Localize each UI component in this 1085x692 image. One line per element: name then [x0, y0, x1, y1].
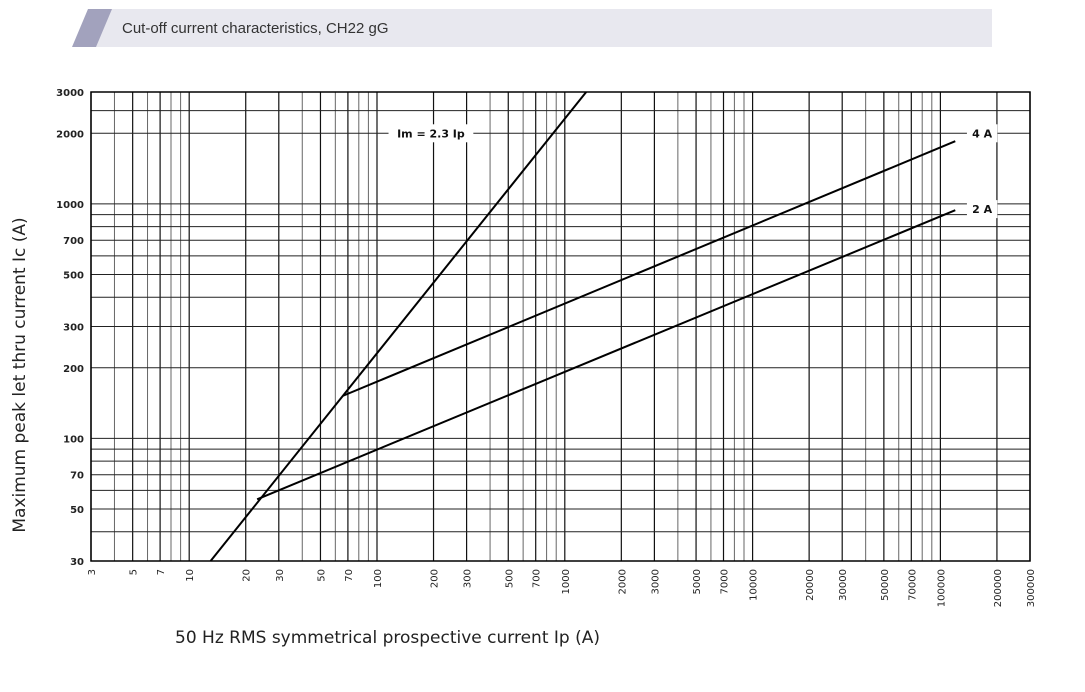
x-tick-label: 50000: [880, 569, 891, 601]
x-tick-label: 70000: [907, 569, 918, 601]
x-tick-label: 5000: [692, 569, 703, 594]
y-axis-label: Maximum peak let thru current Ic (A): [10, 217, 30, 533]
x-tick-label: 100: [373, 569, 384, 588]
x-tick-label: 200: [430, 569, 441, 588]
x-tick-label: 3: [87, 569, 98, 575]
y-tick-label: 1000: [56, 200, 84, 211]
y-tick-label: 500: [63, 270, 84, 281]
x-tick-label: 20: [242, 569, 253, 582]
x-tick-label: 100000: [936, 569, 947, 607]
y-tick-label: 100: [63, 434, 84, 445]
header-band: [96, 9, 992, 47]
x-axis-label: 50 Hz RMS symmetrical prospective curren…: [175, 628, 600, 648]
x-tick-label: 1000: [561, 569, 572, 594]
x-tick-label: 50: [316, 569, 327, 582]
x-tick-label: 300000: [1026, 569, 1037, 607]
series-line: [209, 91, 587, 562]
y-tick-label: 3000: [56, 88, 84, 99]
chart-title: Cut-off current characteristics, CH22 gG: [122, 20, 389, 37]
y-tick-label: 2000: [56, 129, 84, 140]
x-tick-label: 700: [532, 569, 543, 588]
y-tick-label: 200: [63, 364, 84, 375]
x-tick-label: 500: [504, 569, 515, 588]
series-label: 4 A: [972, 127, 992, 140]
series-label-bg: [966, 124, 998, 143]
x-tick-label: 2000: [617, 569, 628, 594]
series-label-bg: [966, 200, 998, 219]
plot-frame: [90, 91, 1031, 562]
series-label: 2 A: [972, 203, 992, 216]
y-tick-label: 70: [70, 471, 84, 482]
x-tick-label: 10: [185, 569, 196, 582]
series-label-bg: [388, 124, 474, 143]
x-tick-label: 200000: [993, 569, 1004, 607]
x-tick-label: 10000: [749, 569, 760, 601]
x-tick-label: 70: [344, 569, 355, 582]
x-tick-label: 30: [275, 569, 286, 582]
series-line: [342, 140, 956, 397]
x-tick-label: 300: [463, 569, 474, 588]
x-tick-label: 7: [156, 569, 167, 575]
x-tick-label: 30000: [838, 569, 849, 601]
series-line: [256, 209, 956, 501]
y-tick-label: 30: [70, 557, 84, 568]
x-tick-label: 3000: [650, 569, 661, 594]
y-tick-label: 300: [63, 323, 84, 334]
x-tick-label: 20000: [805, 569, 816, 601]
y-tick-label: 50: [70, 505, 84, 516]
y-tick-label: 700: [63, 236, 84, 247]
series-label: Im = 2.3 Ip: [397, 127, 465, 140]
x-tick-label: 5: [129, 569, 140, 575]
x-tick-label: 7000: [720, 569, 731, 594]
